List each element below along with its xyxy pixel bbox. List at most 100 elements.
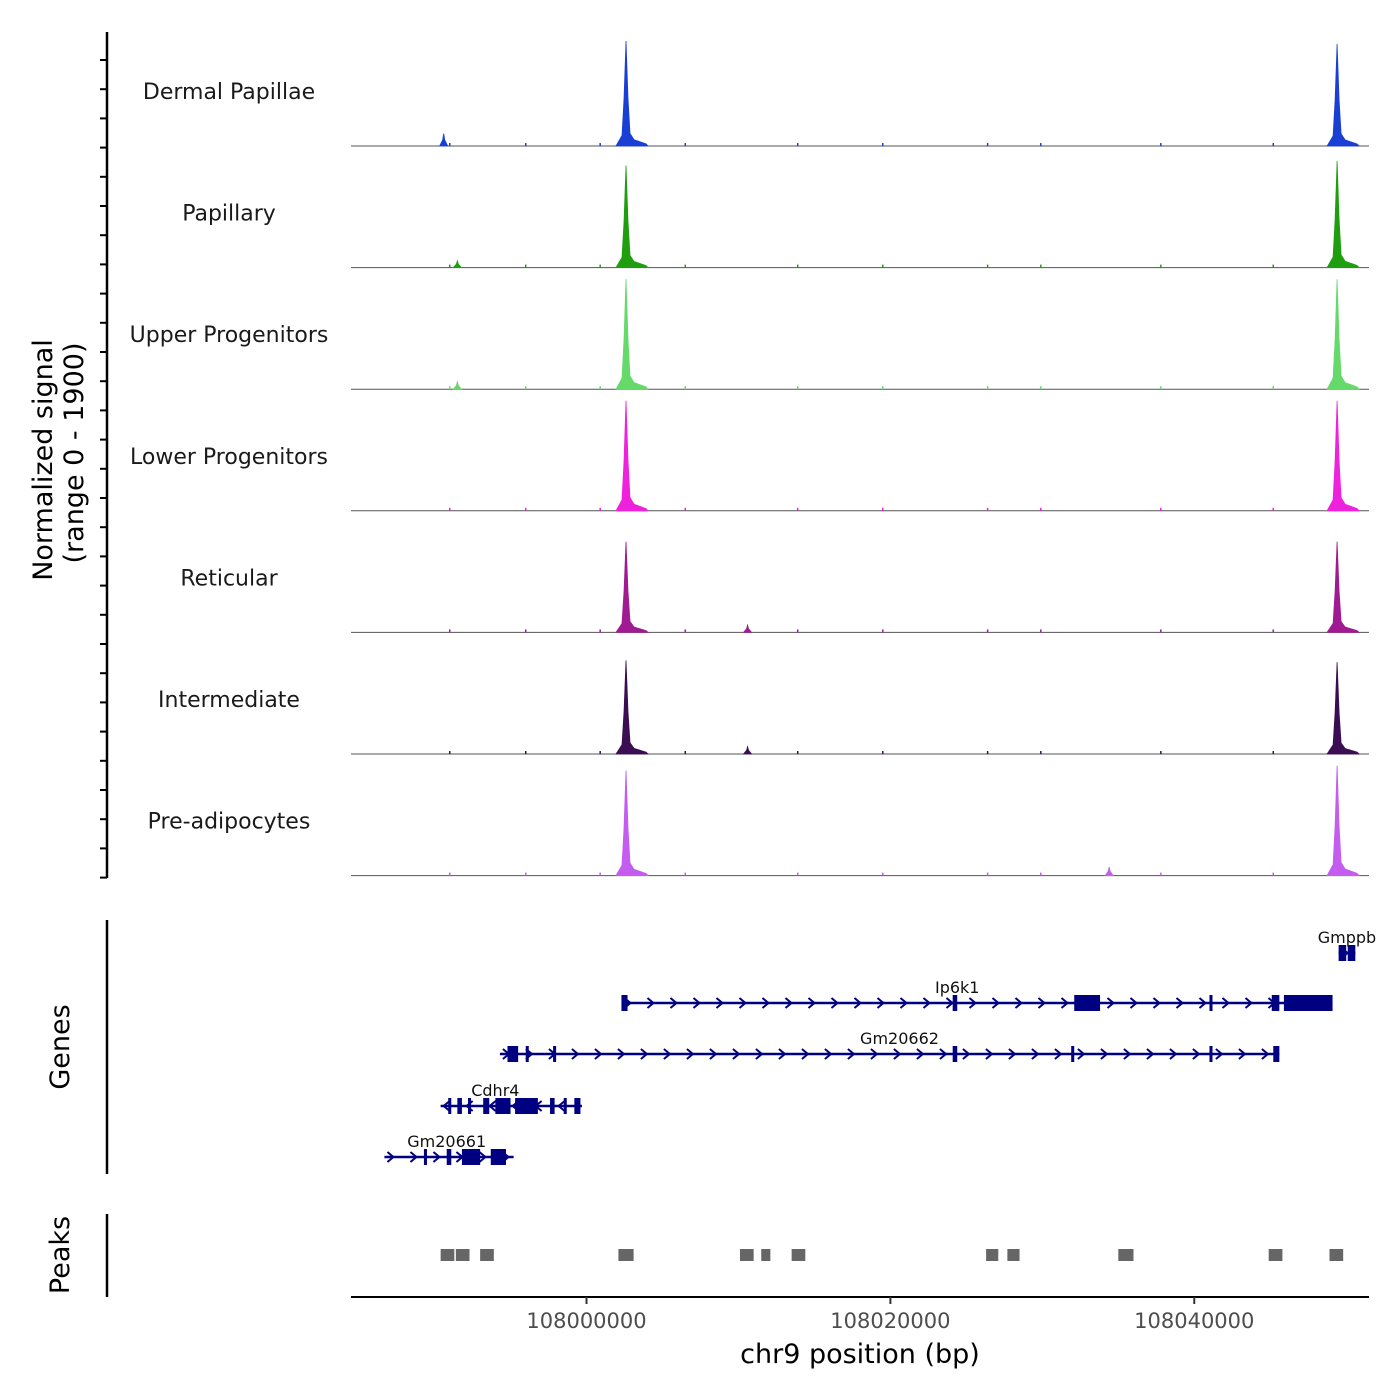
gene-gmppb: Gmppb	[1318, 928, 1376, 961]
gene-exon	[1074, 995, 1101, 1011]
coverage-peak	[742, 623, 753, 633]
coverage-peak	[615, 165, 649, 268]
gene-exon	[1283, 995, 1333, 1011]
strand-arrow	[478, 1151, 487, 1163]
gene-label: Gm20661	[407, 1132, 486, 1151]
strand-arrow	[709, 1048, 718, 1060]
strand-arrow	[893, 1048, 902, 1060]
gene-exon	[563, 1098, 567, 1114]
track-lower-progenitors: Lower Progenitors	[130, 400, 1369, 512]
coverage-peak	[1104, 866, 1114, 876]
coverage-peak	[452, 259, 463, 268]
coverage-peak	[439, 133, 449, 147]
coverage-peak	[1326, 662, 1361, 755]
gene-exon	[1338, 945, 1347, 961]
strand-arrow	[801, 1048, 810, 1060]
peak-region	[455, 1249, 470, 1261]
strand-arrow	[1014, 997, 1024, 1009]
gene-exon	[490, 1149, 506, 1165]
strand-arrow	[1175, 997, 1185, 1009]
gene-exon	[495, 1098, 511, 1114]
strand-arrow	[755, 1048, 764, 1060]
strand-arrow	[571, 1048, 580, 1060]
coverage-peak	[1326, 279, 1360, 390]
gene-ip6k1: Ip6k1	[621, 978, 1333, 1011]
track-dermal-papillae: Dermal Papillae	[143, 41, 1369, 147]
coverage-peak	[615, 541, 650, 633]
strand-arrow	[922, 997, 932, 1009]
gene-exon	[1347, 945, 1356, 961]
strand-arrow	[1129, 997, 1139, 1009]
strand-arrow	[663, 1048, 672, 1060]
strand-arrow	[1123, 1048, 1132, 1060]
coverage-y-axis	[100, 32, 109, 879]
strand-arrow	[557, 1100, 566, 1112]
strand-arrow	[386, 1151, 395, 1163]
strand-arrow	[432, 1151, 441, 1163]
coverage-tracks: Dermal Papillae Papillary Upper Progenitor…	[130, 41, 1369, 877]
gene-exon	[507, 1046, 519, 1062]
strand-arrow	[669, 997, 679, 1009]
strand-arrow	[916, 1048, 925, 1060]
strand-arrow	[692, 997, 702, 1009]
peak-region	[1329, 1249, 1344, 1261]
coverage-peak	[615, 400, 649, 512]
strand-arrow	[991, 997, 1001, 1009]
peaks-panel-title: Peaks	[45, 1216, 76, 1294]
strand-arrow	[1106, 997, 1116, 1009]
gene-label: Gmppb	[1318, 928, 1376, 947]
gene-gm20661: Gm20661	[384, 1132, 514, 1165]
peak-region	[440, 1249, 455, 1261]
coverage-peak	[1326, 160, 1361, 268]
coverage-peak	[1326, 43, 1361, 147]
strand-arrow	[1152, 997, 1162, 1009]
strand-arrow	[409, 1151, 418, 1163]
gene-label: Cdhr4	[471, 1081, 519, 1100]
strand-arrow	[1077, 1048, 1086, 1060]
strand-arrow	[853, 997, 863, 1009]
genes-panel: Gmppb Ip6k1 Gm20662 Cdhr4 Gm20661	[384, 928, 1376, 1165]
peak-region	[791, 1249, 806, 1261]
strand-arrow	[686, 1048, 695, 1060]
strand-arrow	[830, 997, 840, 1009]
strand-arrow	[847, 1048, 856, 1060]
track-label: Intermediate	[158, 688, 300, 713]
strand-arrow	[968, 997, 978, 1009]
peak-region	[480, 1249, 494, 1261]
gene-exon	[1071, 1046, 1075, 1062]
peak-region	[1268, 1249, 1283, 1261]
strand-arrow	[646, 997, 656, 1009]
strand-arrow	[1261, 1048, 1270, 1060]
coverage-peak	[452, 380, 463, 390]
track-papillary: Papillary	[182, 160, 1369, 269]
peak-region	[739, 1249, 754, 1261]
gene-gm20662: Gm20662	[499, 1029, 1280, 1062]
strand-arrow	[1037, 997, 1047, 1009]
strand-arrow	[962, 1048, 971, 1060]
gene-exon	[1209, 1046, 1213, 1062]
x-tick-label: 108020000	[830, 1309, 950, 1333]
strand-arrow	[715, 997, 725, 1009]
track-reticular: Reticular	[180, 541, 1369, 633]
strand-arrow	[1008, 1048, 1017, 1060]
gene-exon	[553, 1046, 557, 1062]
gene-exon	[574, 1098, 581, 1114]
strand-arrow	[1031, 1048, 1040, 1060]
strand-arrow	[1146, 1048, 1155, 1060]
coverage-peak	[615, 41, 649, 147]
x-tick-label: 108040000	[1134, 1309, 1254, 1333]
strand-arrow	[784, 997, 794, 1009]
gene-cdhr4: Cdhr4	[440, 1081, 582, 1114]
peak-region	[1007, 1249, 1020, 1261]
gene-exon	[515, 1098, 538, 1114]
x-tick-label: 108000000	[526, 1309, 646, 1333]
strand-arrow	[594, 1048, 603, 1060]
strand-arrow	[1244, 997, 1254, 1009]
peak-region	[1118, 1249, 1134, 1261]
track-label: Lower Progenitors	[130, 445, 328, 470]
peak-region	[986, 1249, 999, 1261]
strand-arrow	[732, 1048, 741, 1060]
coverage-peak	[1326, 400, 1360, 512]
x-axis: 108000000 108020000 108040000	[526, 1297, 1254, 1333]
